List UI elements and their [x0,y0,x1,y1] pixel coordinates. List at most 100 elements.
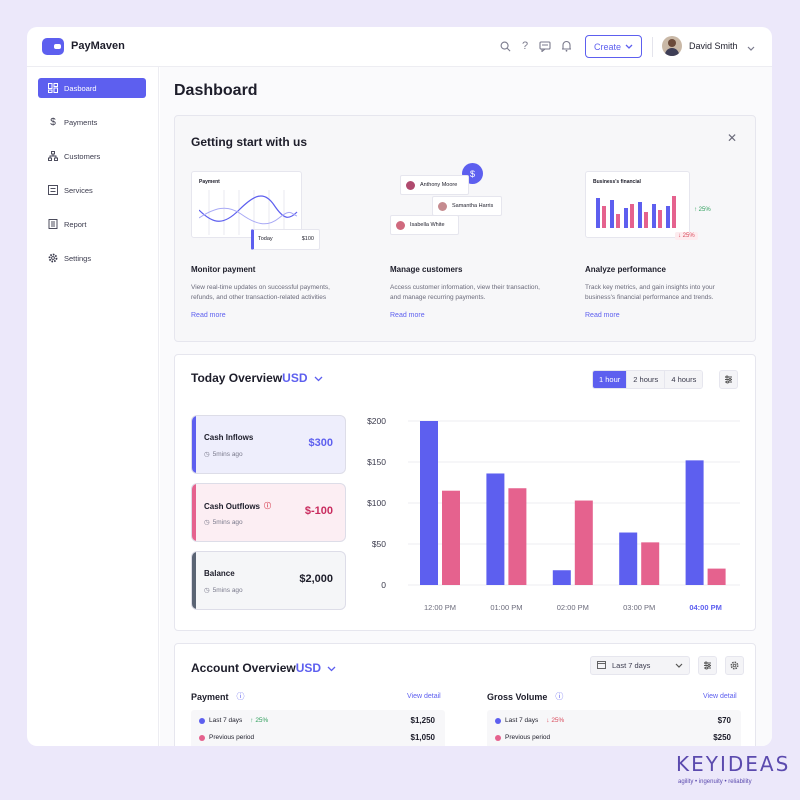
time-range-tabs: 1 hour 2 hours 4 hours [592,370,704,389]
customer-chip: Anthony Moore [400,175,469,195]
brand-logo: KEYIDEAS [676,752,791,776]
info-icon[interactable]: ⓘ [264,503,272,510]
payment-mock-title: Payment [199,179,220,185]
bell-icon[interactable] [559,39,573,53]
row-label: Last 7 days [209,717,243,724]
balance-card[interactable]: Balance ◷ 5mins ago $2,000 [191,551,346,610]
row-value: $1,050 [410,733,435,742]
sidebar-item-label: Payments [64,117,98,127]
gs-card-desc: Track key metrics, and gain insights int… [585,284,715,301]
divider [652,37,653,57]
payment-mock-card: Payment [191,171,302,238]
sidebar-item-label: Services [64,185,93,195]
row-label: Previous period [209,734,255,741]
trend-up-value: 25% [698,207,711,213]
view-detail-link[interactable]: View detail [407,693,441,700]
accent-bar [192,552,196,609]
stat-time: ◷ 5mins ago [204,450,243,459]
sidebar-item-payments[interactable]: $ Payments [38,112,146,132]
chart-bar [641,542,660,585]
sidebar-item-dashboard[interactable]: Dasboard [38,78,146,98]
stat-time: ◷ 5mins ago [204,518,243,527]
read-more-link[interactable]: Read more [585,312,620,319]
tab-1-hour[interactable]: 1 hour [593,371,628,388]
legend-dot [199,717,205,724]
message-icon[interactable] [538,39,552,53]
customer-chip: Samantha Harris [432,196,502,216]
panel-title-text: Gross Volume [487,691,548,702]
gs-card-desc: View real-time updates on successful pay… [191,284,330,301]
payment-tooltip: Today $100 [251,229,320,250]
create-button[interactable]: Create [585,35,642,58]
customer-name: Samantha Harris [452,203,494,209]
tab-4-hours[interactable]: 4 hours [665,371,703,388]
info-icon[interactable]: ⓘ [236,692,245,701]
accent-bar [192,484,196,541]
currency-selector[interactable]: USD [295,661,322,675]
info-icon[interactable]: ⓘ [555,692,564,701]
financial-mock-card: Business's financial [585,171,690,238]
customer-avatar [438,201,447,211]
tooltip-label: Today [258,236,273,242]
gs-card-heading: Manage customers [390,265,463,274]
legend-dot [495,734,501,741]
top-bar: PayMaven ? Create David Smith [27,27,772,67]
y-tick-label: $100 [367,498,386,508]
stat-time-text: 5mins ago [212,518,243,526]
x-tick-label: 02:00 PM [557,603,589,612]
gs-card-desc: Access customer information, view their … [390,284,540,301]
chart-bar [619,532,638,585]
help-icon[interactable]: ? [521,40,529,52]
sidebar-item-settings[interactable]: Settings [38,248,146,268]
logo-icon [42,38,64,55]
stat-time-text: 5mins ago [212,450,243,458]
stat-label: Balance [204,569,235,578]
customer-avatar [396,220,405,230]
stat-value: $300 [308,437,333,449]
gross-row-current: Last 7 days ↓ 25% [495,712,564,729]
row-label: Last 7 days [505,717,539,724]
stat-time-text: 5mins ago [212,586,243,594]
view-detail-link[interactable]: View detail [703,693,737,700]
close-icon[interactable]: ✕ [726,131,737,145]
trend-up-badge: ↑ 25% [694,207,711,213]
sidebar-item-services[interactable]: Services [38,180,146,200]
gross-volume-panel-title: Gross Volume ⓘ [487,691,563,702]
org-chart-icon [48,151,58,161]
gear-icon [48,253,58,263]
sidebar-item-report[interactable]: Report [38,214,146,234]
read-more-link[interactable]: Read more [390,312,425,319]
currency-selector[interactable]: USD [282,371,308,385]
chevron-down-icon[interactable] [314,376,323,382]
chart-bar [420,421,438,585]
payment-wave-graphic [199,190,298,235]
sidebar-item-label: Dasboard [64,83,97,93]
stat-label-text: Balance [204,569,235,578]
user-name[interactable]: David Smith [689,41,738,51]
avatar[interactable] [662,36,682,56]
payment-row-current: Last 7 days ↑ 25% [199,712,268,729]
trend-value: 25% [255,717,269,724]
user-chevron-down-icon[interactable] [747,39,755,57]
read-more-link[interactable]: Read more [191,312,226,319]
row-value: $1,250 [410,716,435,725]
stat-label-text: Cash Outflows [204,501,261,511]
gear-icon[interactable] [725,656,744,675]
search-icon[interactable] [498,39,512,53]
sidebar: Dasboard $ Payments Customers Services R… [27,67,159,746]
sidebar-item-customers[interactable]: Customers [38,146,146,166]
stat-time: ◷ 5mins ago [204,586,243,595]
filter-icon[interactable] [698,656,717,675]
cash-outflows-card[interactable]: Cash Outflows ⓘ ◷ 5mins ago $-100 [191,483,346,542]
chart-bar [442,490,460,585]
gross-row-previous: Previous period [495,729,550,746]
page-title: Dashboard [174,82,258,99]
clock-icon: ◷ [204,451,210,458]
date-range-select[interactable]: Last 7 days [590,656,690,675]
cash-inflows-card[interactable]: Cash Inflows ◷ 5mins ago $300 [191,415,346,474]
filter-icon[interactable] [719,370,738,389]
chevron-down-icon[interactable] [327,666,336,672]
mini-bar-graphic [596,196,676,228]
trend-value: 25% [551,717,565,724]
tab-2-hours[interactable]: 2 hours [627,371,666,388]
